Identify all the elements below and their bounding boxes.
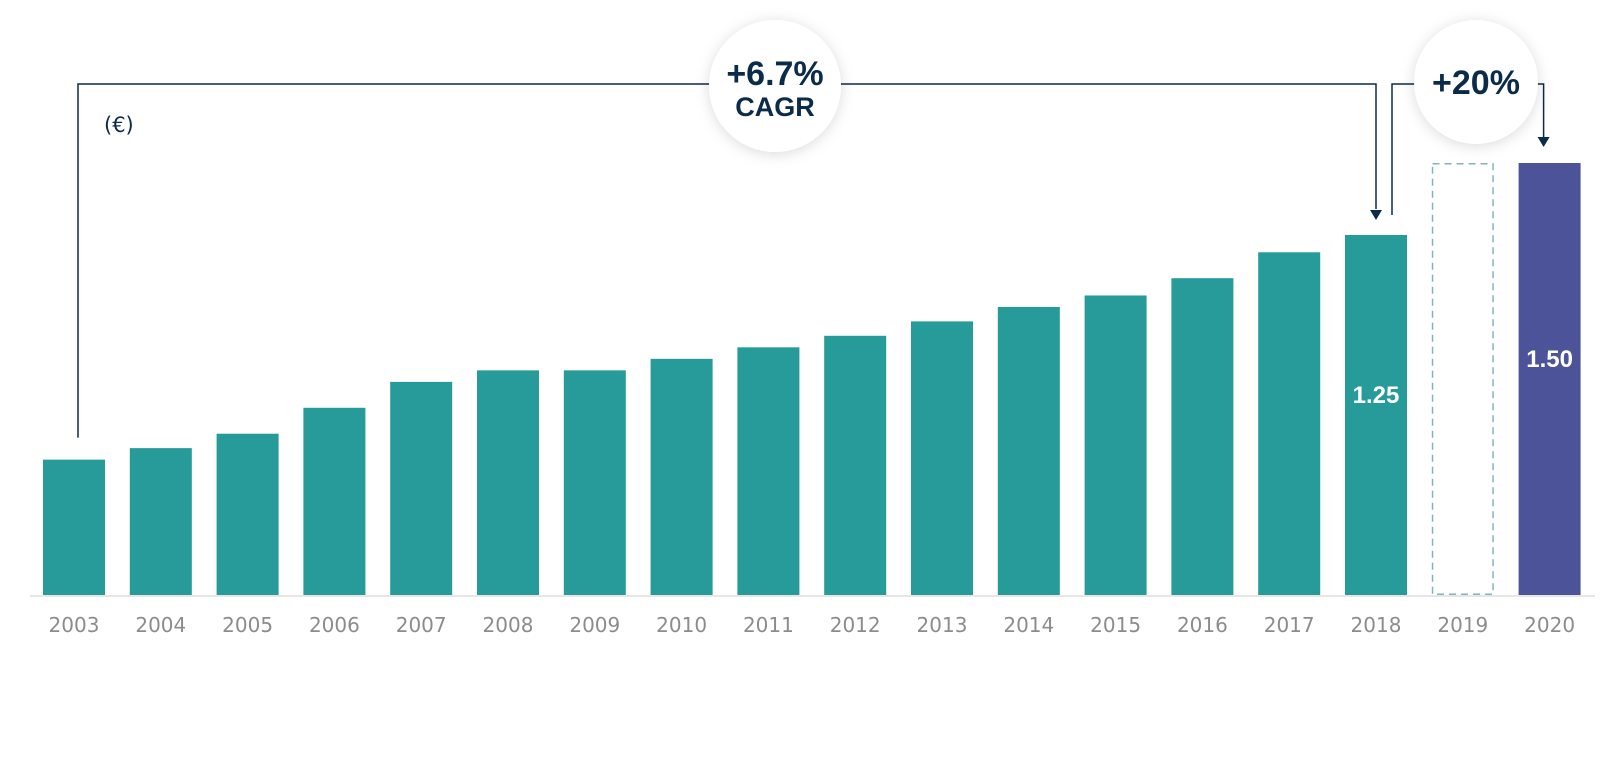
unit-label: (€) xyxy=(104,113,134,137)
x-tick-label: 2018 xyxy=(1351,613,1402,637)
x-tick-label: 2003 xyxy=(49,613,100,637)
bar-2016 xyxy=(1171,278,1234,595)
growth-badge-value: +20% xyxy=(1432,64,1520,102)
x-tick-label: 2007 xyxy=(396,613,447,637)
x-tick-label: 2013 xyxy=(917,613,968,637)
bar-2013 xyxy=(911,321,973,595)
bar-2019 xyxy=(1431,163,1494,595)
x-tick-label: 2009 xyxy=(569,613,620,637)
x-tick-label: 2014 xyxy=(1003,613,1054,637)
bars-layer: 1.25 1.50 xyxy=(43,163,1581,595)
cagr-badge-circle xyxy=(709,20,841,152)
bar-2017 xyxy=(1258,252,1321,595)
bar-2020 xyxy=(1518,163,1581,595)
x-tick-label: 2017 xyxy=(1264,613,1315,637)
x-tick-label: 2015 xyxy=(1090,613,1141,637)
bar-2003 xyxy=(43,459,105,595)
data-label-2020: 1.50 xyxy=(1526,346,1573,373)
cagr-badge-value: +6.7% xyxy=(726,55,823,93)
bar-2015 xyxy=(1084,295,1147,595)
x-tick-labels: 2003 2004 2005 2006 2007 2008 2009 2010 2011 2012… xyxy=(49,613,1576,637)
x-tick-label: 2011 xyxy=(743,613,794,637)
growth-badge-circle xyxy=(1414,20,1538,144)
bar-2006 xyxy=(303,407,366,595)
growth-arrow-icon xyxy=(1537,137,1550,147)
x-tick-label: 2016 xyxy=(1177,613,1228,637)
x-tick-label: 2004 xyxy=(135,613,186,637)
bar-2005 xyxy=(216,433,279,595)
x-tick-label: 2019 xyxy=(1437,613,1488,637)
bar-2008 xyxy=(477,370,539,595)
cagr-badge-label: CAGR xyxy=(735,92,815,122)
bar-2009 xyxy=(563,370,626,595)
x-tick-label: 2005 xyxy=(222,613,273,637)
x-tick-label: 2012 xyxy=(830,613,881,637)
bar-2004 xyxy=(129,448,192,595)
bar-2011 xyxy=(737,347,800,595)
annotation-badges: +6.7%CAGR +20% xyxy=(709,20,1538,152)
bar-2018 xyxy=(1345,235,1407,595)
cagr-arrow-icon xyxy=(1370,210,1382,220)
bar-2012 xyxy=(824,335,887,595)
bar-2010 xyxy=(650,358,713,595)
x-tick-label: 2008 xyxy=(483,613,534,637)
data-label-2018: 1.25 xyxy=(1353,382,1400,409)
growth-badge: +20% xyxy=(1414,20,1538,144)
bar-2007 xyxy=(390,381,453,595)
x-tick-label: 2006 xyxy=(309,613,360,637)
bar-2014 xyxy=(997,307,1060,595)
x-tick-label: 2020 xyxy=(1524,613,1575,637)
cagr-badge: +6.7%CAGR xyxy=(709,20,841,152)
x-tick-label: 2010 xyxy=(656,613,707,637)
